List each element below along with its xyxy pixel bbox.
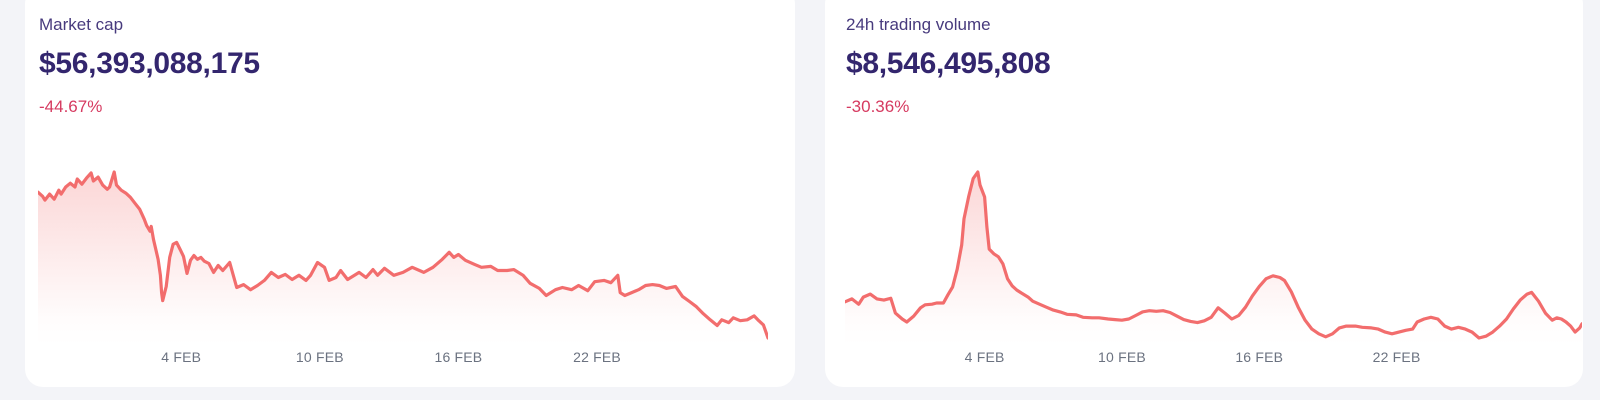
market-cap-change: -44.67% xyxy=(39,97,103,116)
market-cap-x-axis: 4 FEB 10 FEB 16 FEB 22 FEB xyxy=(38,349,768,367)
trading-volume-x-axis: 4 FEB 10 FEB 16 FEB 22 FEB xyxy=(845,349,1582,367)
x-axis-tick-label: 16 FEB xyxy=(1235,349,1284,365)
market-cap-sparkline-svg xyxy=(38,170,768,345)
x-axis-tick-label: 4 FEB xyxy=(161,349,202,365)
sparkline-line xyxy=(845,170,1582,340)
trading-volume-title: 24h trading volume xyxy=(846,15,991,34)
trading-volume-sparkline-svg xyxy=(845,170,1582,345)
sparkline-area xyxy=(38,172,768,345)
x-axis-tick-label: 16 FEB xyxy=(434,349,483,365)
trading-volume-sparkline xyxy=(845,160,1582,345)
market-cap-title: Market cap xyxy=(39,15,124,34)
sparkline-area xyxy=(845,172,1582,345)
market-cap-sparkline xyxy=(38,160,768,345)
x-axis-tick-label: 22 FEB xyxy=(1372,349,1421,365)
trading-volume-change: -30.36% xyxy=(846,97,910,116)
x-axis-tick-label: 10 FEB xyxy=(1098,349,1146,365)
x-axis-tick-label: 10 FEB xyxy=(295,349,344,365)
trading-volume-card[interactable]: 24h trading volume $8,546,495,808 -30.36… xyxy=(825,0,1583,387)
market-cap-value: $56,393,088,175 xyxy=(39,47,260,80)
market-cap-card[interactable]: Market cap $56,393,088,175 -44.67% 4 FEB… xyxy=(25,0,795,387)
x-axis-tick-label: 22 FEB xyxy=(573,349,621,365)
sparkline-line xyxy=(38,170,768,340)
trading-volume-value: $8,546,495,808 xyxy=(846,47,1051,80)
x-axis-tick-label: 4 FEB xyxy=(964,349,1005,365)
